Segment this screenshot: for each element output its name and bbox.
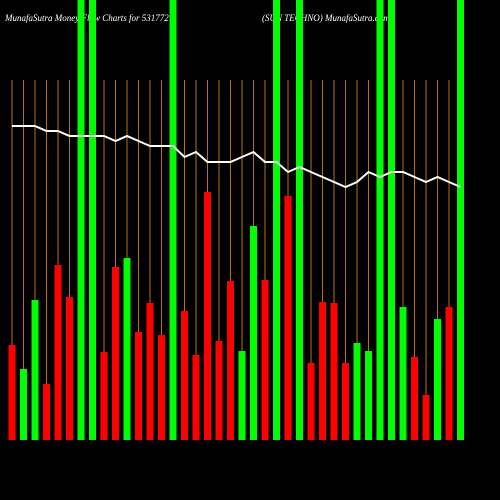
bar (342, 363, 349, 440)
bar (273, 0, 280, 440)
bar (100, 352, 108, 440)
bar (434, 319, 441, 440)
line (12, 125, 461, 189)
bar (54, 265, 62, 440)
bar (192, 355, 200, 440)
bar (158, 335, 165, 440)
bar (319, 302, 326, 440)
bar (31, 300, 39, 440)
bar (399, 307, 407, 440)
bar (77, 0, 85, 440)
bar (411, 357, 418, 440)
bar (123, 258, 131, 440)
bar (307, 363, 315, 440)
bar (20, 369, 27, 440)
bar (284, 196, 292, 440)
bar (296, 0, 303, 440)
bar (365, 351, 372, 440)
bar (376, 0, 384, 440)
bar (445, 307, 453, 440)
bar (422, 395, 430, 440)
bar (112, 267, 119, 440)
bar (261, 280, 269, 440)
bar (215, 341, 223, 440)
bar (388, 0, 395, 440)
bar (227, 281, 234, 440)
chart-title: MunafaSutra Money Flow Charts for 531772 (4, 13, 169, 23)
bar (89, 0, 96, 440)
bar (330, 303, 338, 440)
bar (43, 384, 50, 440)
bar (181, 311, 188, 440)
bar (204, 192, 211, 440)
bar (353, 343, 361, 440)
bar (250, 226, 257, 440)
chart-subtitle: (SUN TECHNO) MunafaSutra.com (262, 13, 390, 23)
bar (8, 345, 16, 440)
bar (457, 0, 464, 440)
bar (238, 351, 246, 440)
bar (66, 297, 73, 440)
bar (135, 332, 142, 440)
bar (169, 0, 177, 440)
bar (146, 303, 154, 440)
